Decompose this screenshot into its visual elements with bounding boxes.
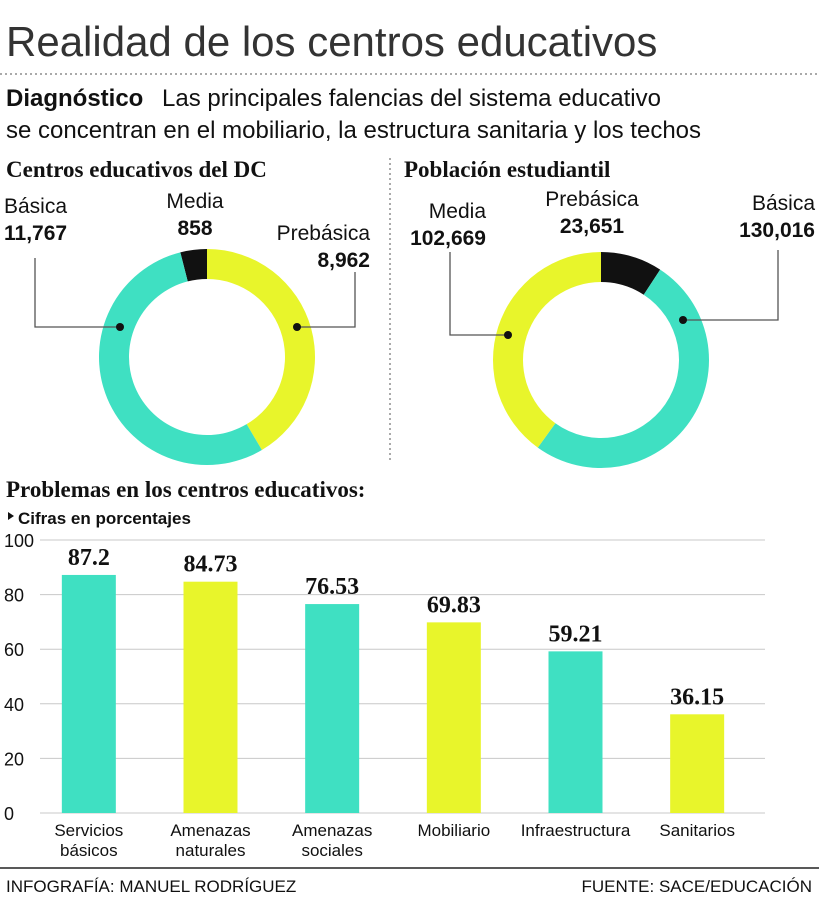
credit-author: INFOGRAFÍA: MANUEL RODRÍGUEZ (6, 877, 296, 896)
chart-title: Centros educativos del DC (6, 157, 267, 182)
leader-line (449, 252, 508, 336)
segment-label: Prebásica (277, 222, 371, 245)
leader-dot (116, 323, 124, 331)
segment-value: 102,669 (410, 227, 486, 250)
segment-label: Media (166, 190, 224, 213)
value-label: 84.73 (184, 552, 238, 578)
bar (183, 581, 238, 813)
donut-segment (601, 252, 661, 295)
chart-title: Problemas en los centros educativos: (6, 477, 365, 502)
leader-dot (293, 323, 301, 331)
value-label: 76.53 (305, 574, 359, 600)
x-tick-label: Amenazas sociales (292, 821, 372, 860)
y-tick-label: 0 (4, 804, 14, 824)
x-tick-label: Mobiliario (417, 821, 490, 840)
value-label: 69.83 (427, 592, 481, 618)
bar (426, 622, 481, 813)
y-tick-label: 60 (4, 640, 24, 660)
subtitle-marker (8, 512, 14, 520)
bar (305, 604, 360, 813)
leader-line (34, 258, 120, 328)
bar (670, 714, 725, 813)
segment-label: Básica (4, 195, 67, 218)
value-label: 36.15 (670, 684, 724, 710)
y-tick-label: 100 (4, 531, 34, 551)
x-tick-label: Sanitarios (659, 821, 735, 840)
credit-source: FUENTE: SACE/EDUCACIÓN (582, 877, 812, 896)
bar (548, 651, 603, 813)
leader-line (297, 272, 356, 328)
donut-segment (207, 249, 315, 451)
chart-title: Población estudiantil (404, 157, 610, 182)
bar (61, 574, 116, 813)
y-tick-label: 20 (4, 749, 24, 769)
segment-value: 858 (177, 217, 212, 240)
x-tick-label: Amenazas naturales (170, 821, 250, 860)
leader-dot (679, 316, 687, 324)
segment-value: 23,651 (560, 215, 625, 238)
y-tick-label: 80 (4, 586, 24, 606)
segment-label: Media (429, 200, 487, 223)
value-label: 59.21 (549, 621, 603, 647)
intro-lead: Diagnóstico (6, 85, 143, 112)
segment-label: Básica (752, 192, 815, 215)
segment-value: 11,767 (4, 222, 67, 245)
segment-value: 8,962 (317, 249, 370, 272)
y-tick-label: 40 (4, 695, 24, 715)
donut-segment (98, 252, 262, 465)
x-tick-label: Servicios básicos (54, 821, 123, 860)
chart-subtitle: Cifras en porcentajes (18, 509, 191, 528)
x-tick-label: Infraestructura (521, 821, 631, 840)
value-label: 87.2 (68, 545, 110, 571)
intro-text: se concentran en el mobiliario, la estru… (6, 117, 701, 144)
leader-dot (504, 331, 512, 339)
intro-text: Las principales falencias del sistema ed… (162, 85, 661, 112)
donut-segment (537, 269, 709, 468)
page-title: Realidad de los centros educativos (6, 18, 657, 65)
segment-label: Prebásica (545, 188, 639, 211)
segment-value: 130,016 (739, 219, 815, 242)
leader-line (683, 250, 779, 321)
donut-segment (180, 249, 207, 282)
donut-segment (493, 252, 601, 448)
